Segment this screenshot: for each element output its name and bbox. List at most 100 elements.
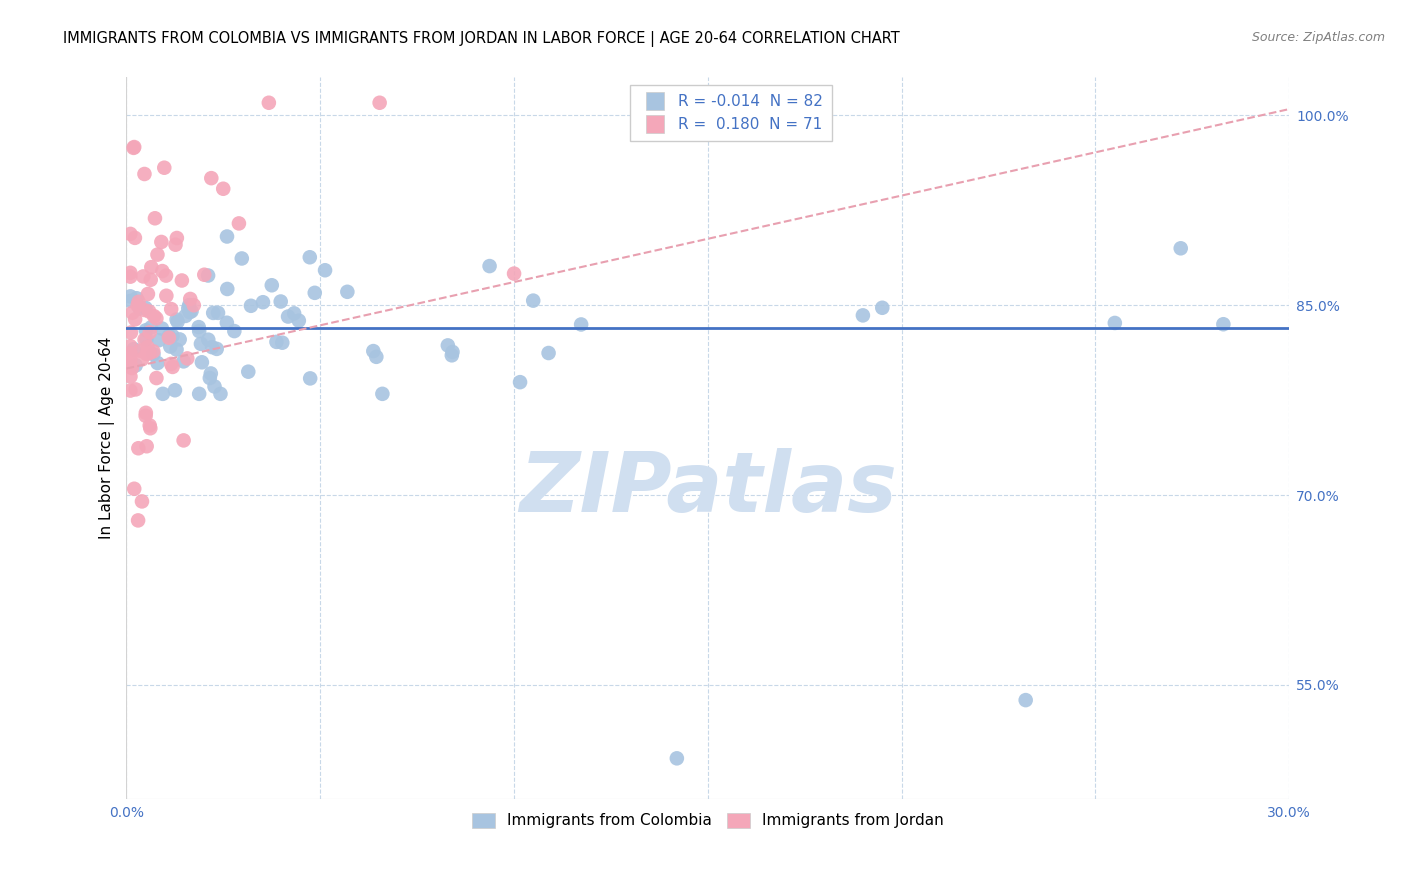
Point	[440, 348, 463, 362]
Point	[120, 346, 142, 360]
Point	[202, 306, 225, 320]
Point	[146, 356, 169, 370]
Point	[177, 301, 200, 316]
Point	[170, 273, 193, 287]
Point	[191, 355, 214, 369]
Point	[134, 167, 156, 181]
Point	[537, 346, 560, 360]
Point	[371, 387, 394, 401]
Point	[120, 266, 142, 280]
Point	[120, 269, 142, 284]
Point	[131, 352, 153, 367]
Point	[138, 418, 160, 433]
Point	[231, 252, 253, 266]
Point	[166, 343, 188, 357]
Point	[288, 313, 311, 327]
Y-axis label: In Labor Force | Age 20-64: In Labor Force | Age 20-64	[100, 337, 115, 540]
Point	[200, 367, 222, 381]
Point	[270, 294, 292, 309]
Point	[277, 310, 299, 324]
Text: IMMIGRANTS FROM COLOMBIA VS IMMIGRANTS FROM JORDAN IN LABOR FORCE | AGE 20-64 CO: IMMIGRANTS FROM COLOMBIA VS IMMIGRANTS F…	[63, 31, 900, 47]
Point	[120, 359, 142, 373]
Point	[224, 324, 246, 338]
Point	[150, 321, 173, 335]
Point	[125, 291, 148, 305]
Point	[314, 263, 336, 277]
Point	[120, 289, 142, 303]
Point	[366, 350, 388, 364]
Point	[239, 299, 262, 313]
Point	[120, 339, 142, 353]
Point	[190, 336, 212, 351]
Point	[238, 365, 260, 379]
Point	[363, 344, 385, 359]
Point	[298, 250, 321, 264]
Point	[155, 268, 177, 283]
Point	[127, 513, 149, 527]
Point	[160, 357, 183, 371]
Point	[128, 294, 150, 309]
Point	[266, 334, 288, 349]
Point	[437, 338, 460, 352]
Point	[163, 383, 186, 397]
Point	[139, 421, 162, 435]
Point	[441, 345, 464, 359]
Point	[124, 312, 146, 326]
Point	[155, 289, 177, 303]
Legend: Immigrants from Colombia, Immigrants from Jordan: Immigrants from Colombia, Immigrants fro…	[465, 806, 950, 835]
Point	[205, 342, 228, 356]
Point	[1170, 241, 1192, 255]
Point	[166, 231, 188, 245]
Point	[120, 227, 142, 241]
Point	[201, 340, 224, 354]
Point	[135, 301, 157, 315]
Point	[145, 311, 167, 326]
Point	[120, 293, 142, 308]
Point	[143, 309, 166, 323]
Point	[120, 326, 142, 340]
Point	[128, 301, 150, 316]
Point	[120, 369, 142, 384]
Point	[120, 351, 142, 366]
Point	[132, 302, 155, 317]
Point	[142, 347, 165, 361]
Point	[478, 259, 501, 273]
Point	[135, 347, 157, 361]
Point	[257, 95, 280, 110]
Point	[162, 359, 184, 374]
Point	[131, 494, 153, 508]
Point	[166, 312, 188, 326]
Point	[150, 264, 173, 278]
Point	[121, 306, 143, 320]
Point	[336, 285, 359, 299]
Point	[124, 231, 146, 245]
Point	[122, 140, 145, 154]
Text: ZIPatlas: ZIPatlas	[519, 448, 897, 529]
Point	[207, 306, 229, 320]
Point	[139, 273, 162, 287]
Point	[183, 298, 205, 312]
Point	[160, 301, 183, 316]
Point	[135, 406, 157, 420]
Point	[180, 304, 202, 318]
Point	[198, 371, 221, 385]
Point	[169, 333, 191, 347]
Point	[200, 171, 222, 186]
Point	[252, 295, 274, 310]
Point	[135, 439, 157, 453]
Point	[204, 379, 226, 393]
Point	[152, 387, 174, 401]
Point	[150, 235, 173, 249]
Point	[173, 354, 195, 368]
Point	[215, 316, 238, 330]
Point	[135, 409, 157, 423]
Text: Source: ZipAtlas.com: Source: ZipAtlas.com	[1251, 31, 1385, 45]
Point	[665, 751, 688, 765]
Point	[209, 387, 232, 401]
Point	[139, 320, 162, 334]
Point	[569, 318, 592, 332]
Point	[124, 383, 146, 397]
Point	[174, 309, 197, 323]
Point	[368, 95, 391, 110]
Point	[215, 229, 238, 244]
